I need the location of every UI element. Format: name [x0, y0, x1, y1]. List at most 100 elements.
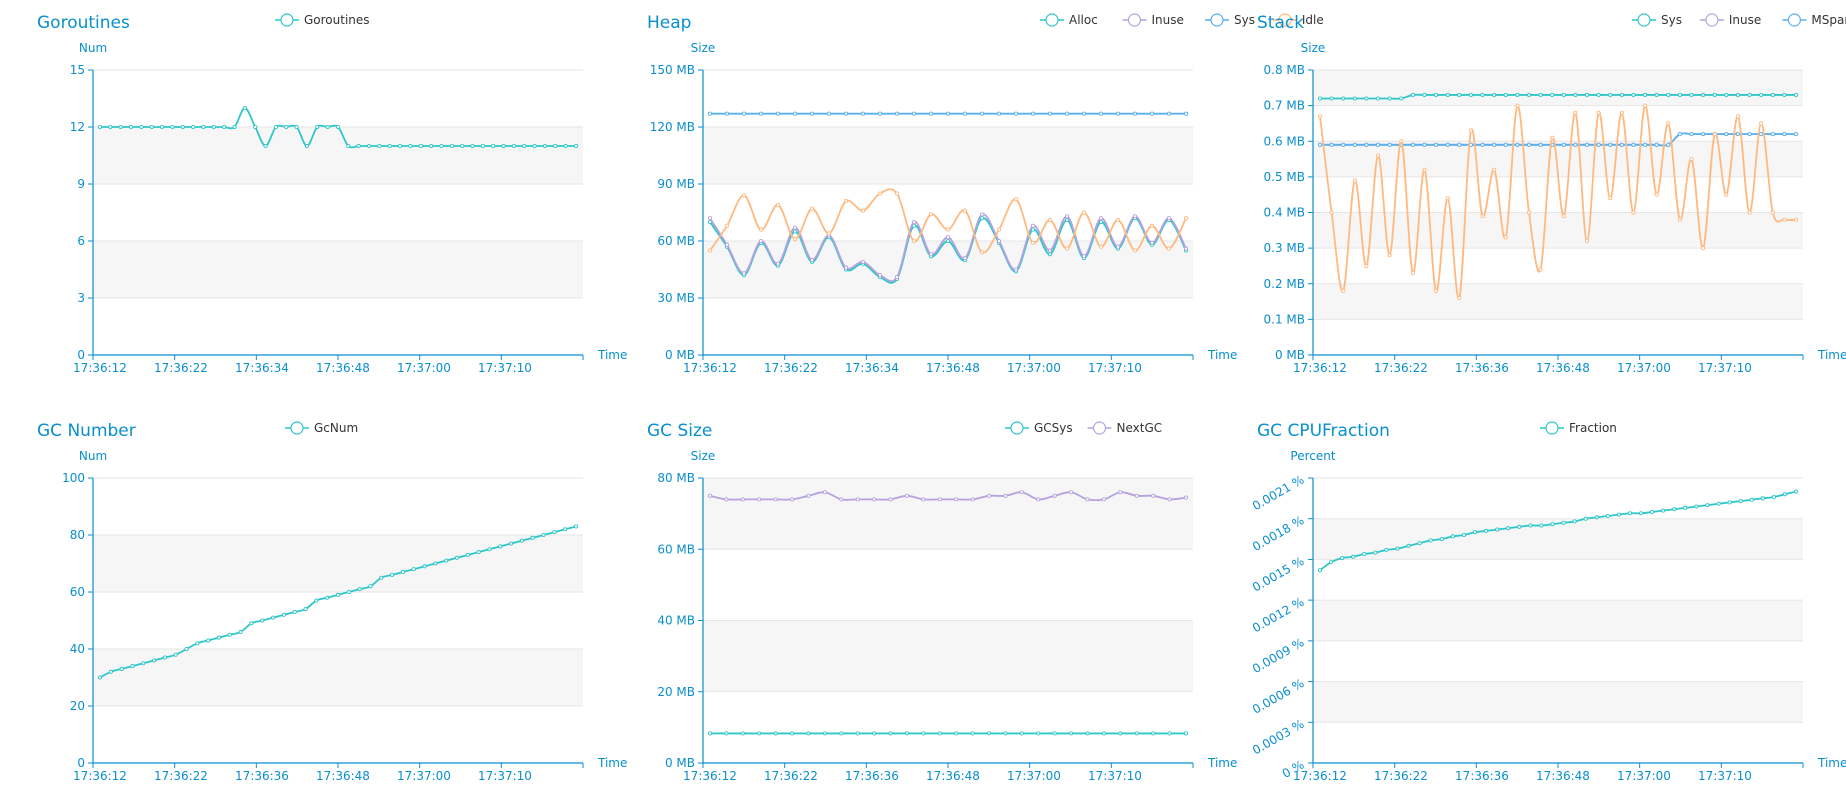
- data-point: [191, 124, 196, 130]
- data-point: [1069, 731, 1074, 736]
- data-point: [757, 497, 762, 502]
- legend-item[interactable]: NextGC: [1087, 421, 1163, 435]
- data-point: [108, 669, 113, 674]
- data-point: [433, 561, 438, 566]
- data-point: [292, 609, 297, 614]
- data-point: [1619, 110, 1624, 115]
- data-point: [1134, 731, 1139, 736]
- data-point: [1183, 246, 1189, 251]
- data-point: [1166, 216, 1172, 221]
- data-point: [1081, 254, 1087, 259]
- legend-item[interactable]: Inuse: [1699, 13, 1761, 27]
- legend-label: Alloc: [1069, 13, 1098, 27]
- legend-item[interactable]: GCSys: [1005, 421, 1073, 435]
- data-point: [741, 193, 747, 198]
- data-point: [888, 731, 893, 736]
- data-point: [429, 143, 434, 149]
- data-point: [1115, 218, 1121, 223]
- data-point: [1445, 196, 1450, 201]
- data-point: [170, 124, 175, 130]
- data-point: [1434, 92, 1439, 97]
- data-point: [1134, 493, 1139, 498]
- data-point: [1132, 248, 1138, 253]
- data-point: [1384, 547, 1389, 552]
- data-point: [945, 235, 951, 240]
- data-point: [1341, 96, 1346, 101]
- data-point: [809, 257, 815, 263]
- y-tick-label: 0.0009 %: [1250, 635, 1307, 676]
- data-point: [1019, 731, 1024, 736]
- data-point: [1375, 153, 1381, 158]
- data-point: [1085, 731, 1090, 736]
- legend-label: Inuse: [1152, 13, 1184, 27]
- data-point: [1166, 111, 1172, 116]
- data-point: [368, 584, 373, 589]
- data-point: [1101, 731, 1106, 736]
- y-tick-label: 80: [70, 528, 85, 542]
- data-point: [227, 632, 232, 637]
- legend-item[interactable]: Idle: [1272, 13, 1324, 27]
- data-point: [1701, 92, 1706, 97]
- data-point: [1030, 240, 1036, 245]
- data-point: [304, 143, 310, 149]
- data-point: [491, 143, 496, 149]
- y-tick-label: 0.3 MB: [1264, 241, 1305, 255]
- legend-item[interactable]: GcNum: [285, 421, 358, 435]
- data-point: [1666, 142, 1671, 147]
- data-point: [1341, 142, 1346, 147]
- legend-marker: [1210, 13, 1224, 27]
- legend-label: Sys: [1234, 13, 1255, 27]
- data-point: [1064, 214, 1070, 219]
- y-tick-label: 0: [77, 756, 85, 770]
- y-tick-label: 0.0015 %: [1250, 554, 1307, 595]
- data-point: [822, 731, 827, 736]
- chart-5: 0 %0.0003 %0.0006 %0.0009 %0.0012 %0.001…: [1250, 421, 1846, 783]
- x-tick-label: 17:37:00: [1617, 769, 1671, 783]
- legend-item[interactable]: Sys: [1205, 13, 1255, 27]
- data-point: [1118, 490, 1123, 495]
- data-point: [790, 497, 795, 502]
- y-tick-label: 30 MB: [657, 291, 695, 305]
- data-point: [1689, 132, 1694, 137]
- legend-item[interactable]: Fraction: [1540, 421, 1617, 435]
- data-point: [1495, 527, 1500, 532]
- legend-item[interactable]: Inuse: [1122, 13, 1184, 27]
- data-point: [465, 552, 470, 557]
- data-point: [1793, 132, 1799, 137]
- data-point: [532, 143, 537, 149]
- data-point: [1793, 92, 1799, 97]
- data-point: [439, 143, 444, 149]
- chart-title: Goroutines: [37, 13, 130, 33]
- data-point: [1457, 142, 1462, 147]
- data-point: [1417, 541, 1422, 546]
- x-tick-label: 17:37:00: [397, 361, 451, 375]
- data-point: [1183, 216, 1189, 221]
- data-point: [1712, 132, 1717, 137]
- data-point: [757, 731, 762, 736]
- data-point: [1115, 244, 1121, 249]
- data-point: [315, 124, 320, 130]
- x-tick-label: 17:36:22: [154, 769, 208, 783]
- series-fraction: [1317, 489, 1799, 573]
- data-point: [877, 191, 883, 196]
- data-point: [1747, 132, 1752, 137]
- data-point: [1526, 210, 1532, 215]
- data-point: [1364, 142, 1369, 147]
- legend-item[interactable]: Sys: [1632, 13, 1682, 27]
- data-point: [1608, 196, 1613, 201]
- data-point: [303, 607, 308, 612]
- x-tick-label: 17:36:22: [764, 769, 818, 783]
- data-point: [1167, 497, 1172, 502]
- legend-item[interactable]: Goroutines: [275, 13, 370, 27]
- data-point: [894, 275, 900, 280]
- data-point: [1619, 142, 1624, 147]
- data-point: [1329, 96, 1334, 101]
- data-point: [724, 242, 730, 247]
- legend-item[interactable]: Alloc: [1040, 13, 1098, 27]
- data-point: [260, 618, 265, 623]
- data-point: [1362, 551, 1367, 557]
- legend-item[interactable]: MSpan Sys: [1782, 13, 1846, 27]
- data-point: [904, 731, 910, 736]
- data-point: [1387, 142, 1392, 147]
- y-tick-label: 15: [70, 63, 85, 77]
